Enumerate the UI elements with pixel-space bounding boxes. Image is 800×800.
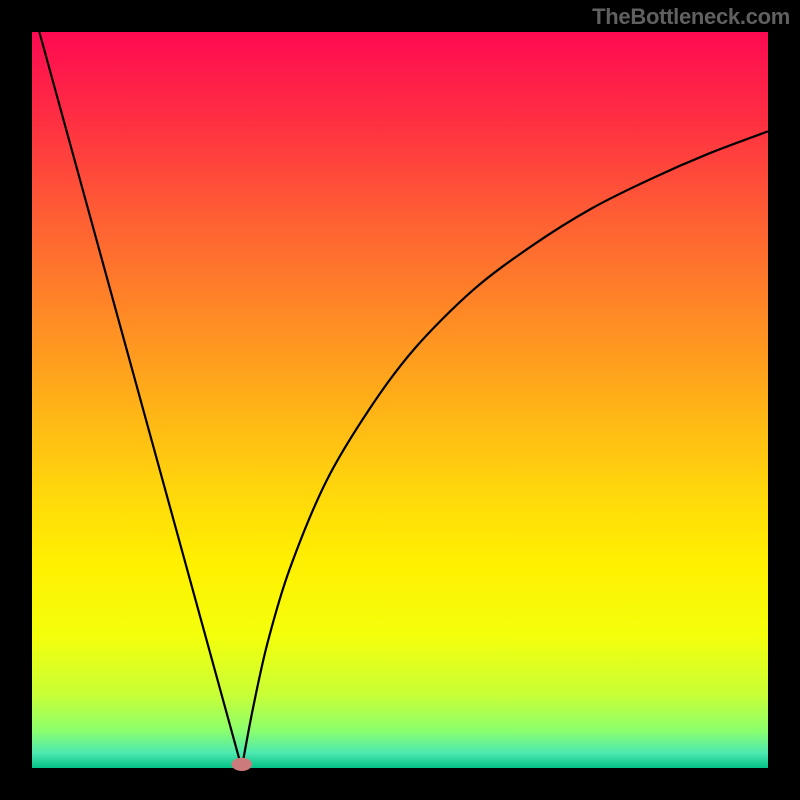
bottleneck-chart bbox=[0, 0, 800, 800]
chart-container: TheBottleneck.com bbox=[0, 0, 800, 800]
optimal-point-marker bbox=[231, 758, 252, 771]
attribution-label: TheBottleneck.com bbox=[592, 4, 790, 30]
